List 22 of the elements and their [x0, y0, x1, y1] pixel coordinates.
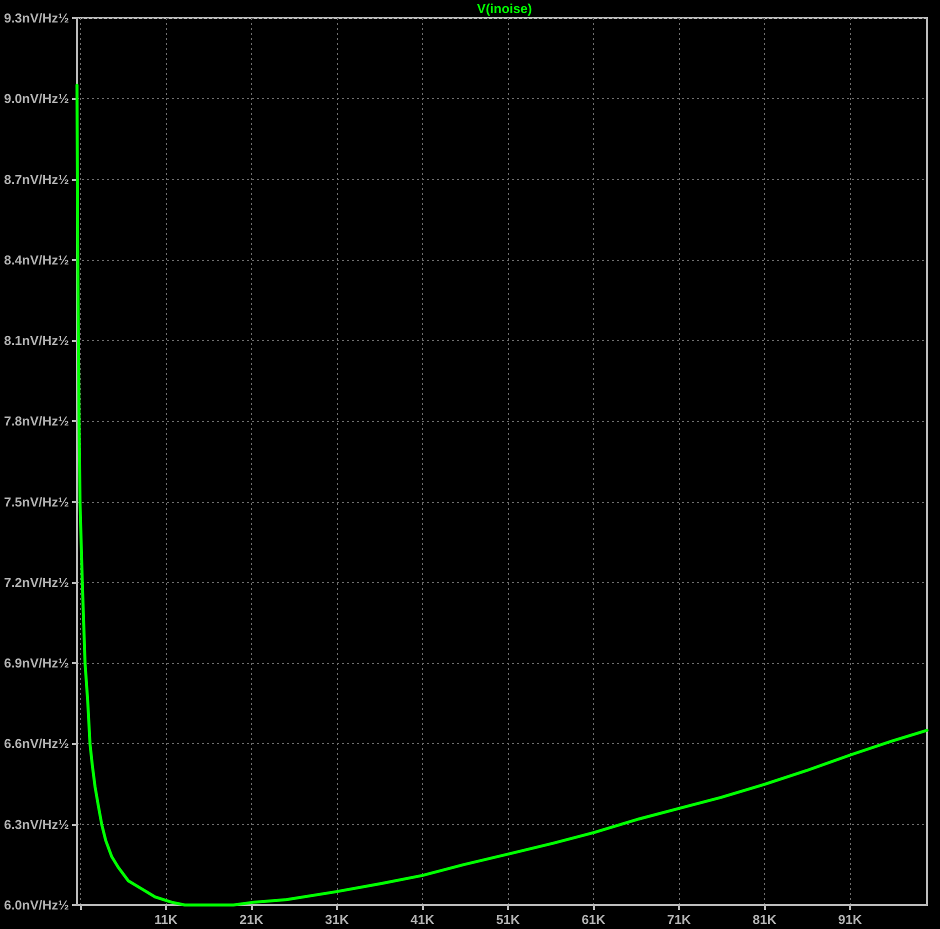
y-tick-label: 8.4nV/Hz½: [4, 252, 70, 268]
x-tick-label: 11K: [154, 912, 178, 927]
y-tick-label: 8.7nV/Hz½: [4, 172, 70, 187]
x-tick-label: 31K: [325, 912, 350, 927]
y-tick-label: 7.2nV/Hz½: [4, 574, 70, 590]
y-tick-label: 9.3nV/Hz½: [4, 10, 70, 26]
x-tick-label: 21K: [240, 912, 264, 927]
y-tick-label: 6.6nV/Hz½: [4, 736, 70, 752]
x-tick-label: 71K: [667, 912, 692, 927]
y-tick-label: 6.9nV/Hz½: [4, 656, 70, 671]
y-tick-label: 7.8nV/Hz½: [4, 414, 70, 429]
y-tick-label: 9.0nV/Hz½: [4, 91, 70, 106]
x-tick-label: 91K: [838, 912, 863, 927]
x-tick-label: 61K: [582, 912, 606, 927]
x-tick-label: 81K: [752, 912, 778, 927]
y-tick-label: 6.3nV/Hz½: [4, 816, 70, 832]
y-tick-label: 6.0nV/Hz½: [4, 898, 70, 912]
y-tick-label: 8.1nV/Hz½: [4, 333, 70, 348]
x-tick-label: 41K: [410, 912, 436, 927]
text: V(inoise): [477, 1, 532, 16]
x-tick-label: 51K: [496, 912, 521, 927]
y-tick-label: 7.5nV/Hz½: [4, 494, 70, 510]
